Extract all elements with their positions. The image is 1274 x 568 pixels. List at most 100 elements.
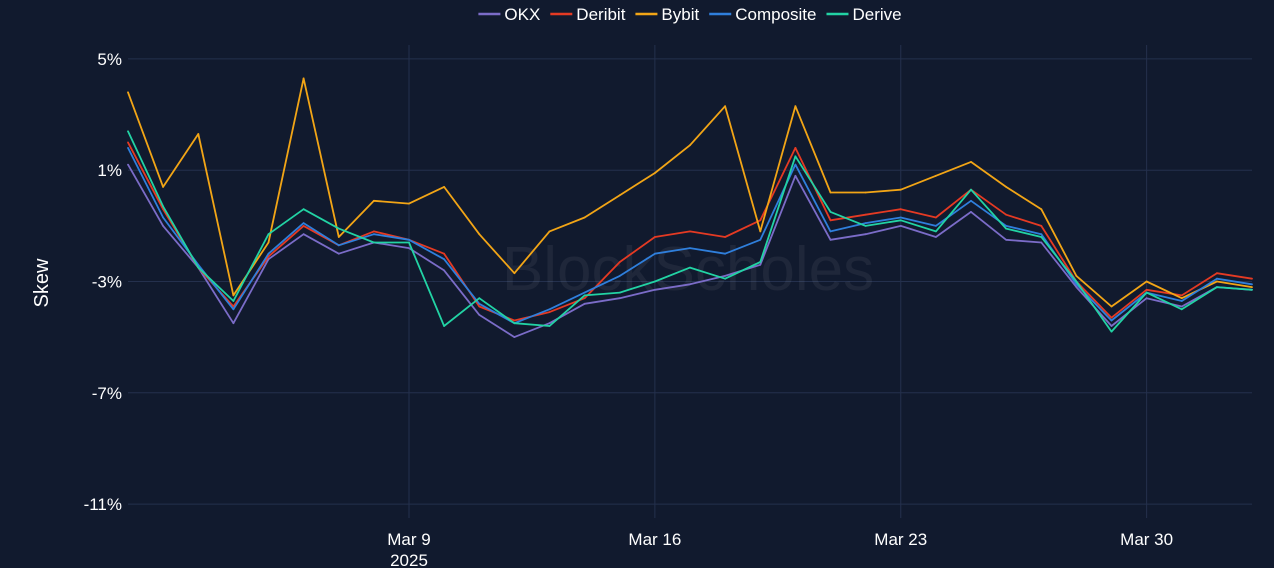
data-point-deribit bbox=[724, 236, 726, 238]
data-point-bybit bbox=[373, 199, 375, 202]
data-point-derive bbox=[443, 325, 445, 327]
data-point-okx bbox=[302, 233, 305, 236]
data-point-composite bbox=[864, 222, 867, 225]
data-point-okx bbox=[548, 322, 551, 325]
data-point-okx bbox=[162, 225, 165, 227]
data-point-deribit bbox=[373, 230, 375, 233]
y-tick-label: 1% bbox=[97, 161, 122, 180]
data-point-composite bbox=[337, 244, 340, 247]
data-point-bybit bbox=[1005, 186, 1007, 188]
data-point-bybit bbox=[759, 230, 762, 233]
legend-item-bybit[interactable]: Bybit bbox=[635, 5, 699, 24]
data-point-bybit bbox=[654, 172, 656, 174]
x-tick-label: Mar 23 bbox=[874, 530, 927, 549]
data-point-composite bbox=[408, 238, 410, 241]
data-point-composite bbox=[583, 291, 586, 294]
data-point-okx bbox=[337, 252, 340, 255]
data-point-bybit bbox=[337, 236, 340, 238]
data-point-deribit bbox=[1251, 277, 1253, 280]
y-tick-label: -3% bbox=[92, 273, 122, 292]
data-point-bybit bbox=[935, 174, 937, 177]
data-point-okx bbox=[267, 258, 270, 261]
series-deribit bbox=[127, 141, 1253, 322]
data-point-derive bbox=[1180, 308, 1183, 311]
data-point-okx bbox=[1040, 241, 1043, 244]
data-point-deribit bbox=[864, 213, 867, 216]
data-point-okx bbox=[759, 263, 762, 266]
data-point-composite bbox=[618, 275, 621, 277]
data-point-bybit bbox=[267, 241, 270, 244]
data-point-derive bbox=[829, 211, 832, 213]
data-point-bybit bbox=[478, 233, 481, 236]
data-point-okx bbox=[1180, 305, 1183, 308]
series-bybit bbox=[127, 77, 1253, 308]
data-point-composite bbox=[654, 252, 656, 255]
data-point-bybit bbox=[1075, 275, 1078, 277]
data-point-okx bbox=[829, 238, 832, 241]
data-point-composite bbox=[443, 258, 445, 261]
legend-item-deribit[interactable]: Deribit bbox=[550, 5, 626, 24]
legend-item-derive[interactable]: Derive bbox=[826, 5, 902, 24]
data-point-bybit bbox=[443, 186, 445, 188]
data-point-okx bbox=[1075, 286, 1078, 288]
data-point-okx bbox=[232, 322, 235, 325]
data-point-derive bbox=[899, 219, 902, 222]
legend-label: Bybit bbox=[661, 5, 699, 24]
data-point-composite bbox=[127, 147, 129, 149]
data-point-okx bbox=[689, 283, 691, 286]
data-point-derive bbox=[935, 230, 937, 233]
data-point-okx bbox=[899, 225, 902, 227]
data-point-okx bbox=[478, 314, 481, 316]
data-point-bybit bbox=[618, 194, 621, 197]
data-point-derive bbox=[548, 325, 551, 327]
data-point-bybit bbox=[724, 105, 726, 108]
data-point-derive bbox=[583, 294, 586, 297]
data-point-bybit bbox=[583, 216, 586, 219]
data-point-deribit bbox=[1216, 272, 1218, 275]
data-point-derive bbox=[654, 280, 656, 283]
y-axis-title: Skew bbox=[31, 258, 53, 307]
data-point-okx bbox=[618, 297, 621, 300]
data-point-composite bbox=[1180, 300, 1183, 302]
data-point-deribit bbox=[548, 311, 551, 313]
data-point-composite bbox=[302, 222, 305, 225]
data-point-composite bbox=[689, 247, 691, 250]
data-point-composite bbox=[373, 233, 375, 236]
data-point-derive bbox=[1110, 330, 1113, 333]
data-point-deribit bbox=[443, 252, 445, 255]
data-point-derive bbox=[232, 300, 235, 302]
legend-label: Composite bbox=[735, 5, 816, 24]
data-point-derive bbox=[618, 291, 621, 294]
data-point-composite bbox=[794, 163, 797, 166]
data-point-composite bbox=[478, 302, 481, 305]
x-tick-label: Mar 30 bbox=[1120, 530, 1173, 549]
data-point-okx bbox=[408, 247, 410, 250]
data-point-deribit bbox=[1005, 213, 1007, 216]
data-point-composite bbox=[759, 238, 762, 241]
data-point-deribit bbox=[1180, 294, 1183, 297]
data-point-derive bbox=[302, 208, 305, 211]
data-point-deribit bbox=[302, 225, 305, 227]
data-point-deribit bbox=[583, 297, 586, 300]
data-point-composite bbox=[935, 225, 937, 227]
data-point-derive bbox=[1145, 291, 1148, 294]
data-point-composite bbox=[1005, 225, 1007, 227]
x-tick-label: Mar 16 bbox=[628, 530, 681, 549]
data-point-deribit bbox=[759, 219, 762, 222]
legend-item-okx[interactable]: OKX bbox=[478, 5, 540, 24]
data-point-composite bbox=[970, 199, 972, 202]
data-point-bybit bbox=[899, 188, 902, 191]
data-point-deribit bbox=[478, 305, 481, 308]
series-derive bbox=[127, 130, 1253, 333]
data-point-okx bbox=[1110, 325, 1113, 327]
data-point-deribit bbox=[935, 216, 937, 219]
data-point-derive bbox=[689, 266, 691, 269]
legend-item-composite[interactable]: Composite bbox=[709, 5, 816, 24]
data-point-okx bbox=[1005, 238, 1007, 241]
data-point-bybit bbox=[127, 91, 129, 94]
data-point-deribit bbox=[899, 208, 902, 211]
data-point-bybit bbox=[1145, 280, 1148, 283]
data-point-deribit bbox=[829, 219, 832, 222]
data-point-deribit bbox=[513, 319, 516, 322]
data-point-derive bbox=[408, 241, 410, 244]
